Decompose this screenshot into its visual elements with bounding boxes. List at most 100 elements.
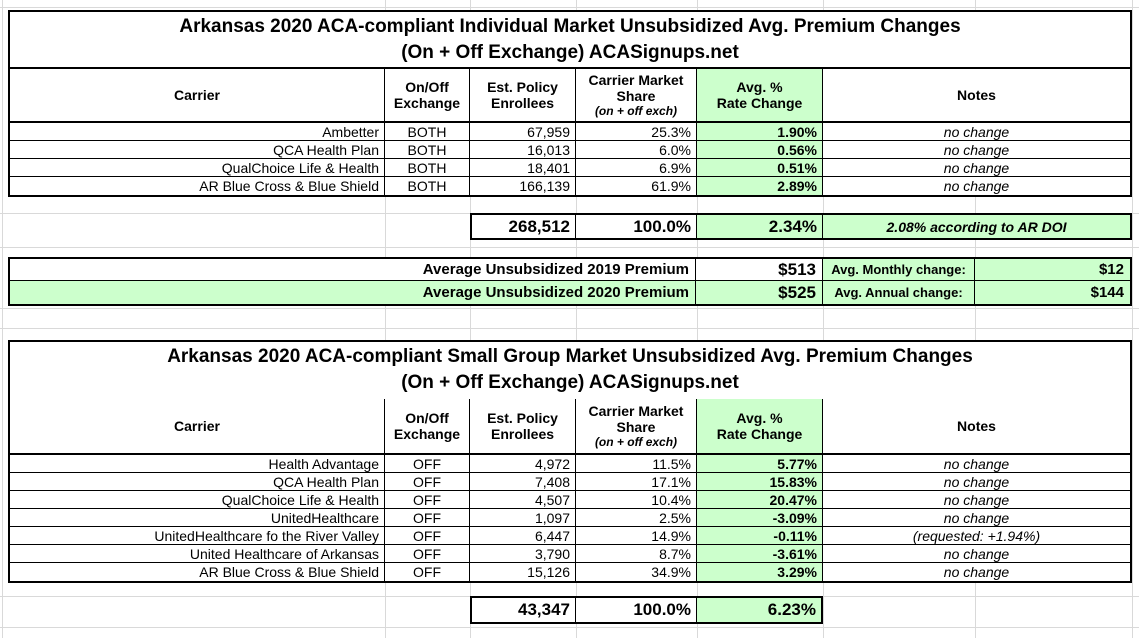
annual-change-label[interactable]: Avg. Annual change: <box>823 281 975 304</box>
header-carrier[interactable]: Carrier <box>10 69 385 121</box>
cell-rate[interactable]: -0.11% <box>697 527 823 544</box>
cell-rate[interactable]: 0.56% <box>697 141 823 158</box>
cell-share[interactable]: 34.9% <box>576 563 697 581</box>
cell-share[interactable]: 8.7% <box>576 545 697 562</box>
cell-enrollees[interactable]: 15,126 <box>470 563 576 581</box>
cell-notes[interactable]: no change <box>943 141 1010 158</box>
cell-exchange[interactable]: BOTH <box>385 141 470 158</box>
avg-2019-label[interactable]: Average Unsubsidized 2019 Premium <box>10 259 696 280</box>
header-exchange[interactable]: On/Off Exchange <box>385 69 470 121</box>
cell-notes[interactable]: no change <box>943 564 1010 580</box>
cell-exchange[interactable]: BOTH <box>385 177 470 195</box>
cell-rate[interactable]: 1.90% <box>697 123 823 140</box>
total-enrollees[interactable]: 268,512 <box>472 215 576 238</box>
avg-2020-value[interactable]: $525 <box>696 281 823 304</box>
cell-enrollees[interactable]: 3,790 <box>470 545 576 562</box>
cell-rate[interactable]: -3.61% <box>697 545 823 562</box>
total-rate[interactable]: 2.34% <box>697 215 823 238</box>
cell-exchange[interactable]: OFF <box>385 473 470 490</box>
cell-carrier[interactable]: UnitedHealthcare <box>10 509 385 526</box>
cell-rate[interactable]: -3.09% <box>697 509 823 526</box>
cell-exchange[interactable]: OFF <box>385 563 470 581</box>
gridline-v <box>385 0 386 638</box>
cell-share[interactable]: 6.9% <box>576 159 697 176</box>
total-rate[interactable]: 6.23% <box>697 598 821 622</box>
cell-notes[interactable]: (requested: +1.94%) <box>912 527 1041 544</box>
cell-enrollees[interactable]: 4,972 <box>470 455 576 472</box>
total-share[interactable]: 100.0% <box>576 598 697 622</box>
cell-share[interactable]: 14.9% <box>576 527 697 544</box>
cell-rate[interactable]: 0.51% <box>697 159 823 176</box>
cell-rate[interactable]: 15.83% <box>697 473 823 490</box>
cell-share[interactable]: 11.5% <box>576 455 697 472</box>
header-notes[interactable]: Notes <box>957 87 996 103</box>
cell-exchange[interactable]: OFF <box>385 509 470 526</box>
monthly-change-label[interactable]: Avg. Monthly change: <box>823 259 975 280</box>
small-group-title[interactable]: Arkansas 2020 ACA-compliant Small Group … <box>10 342 1130 399</box>
cell-carrier[interactable]: UnitedHealthcare fo the River Valley <box>10 527 385 544</box>
cell-rate[interactable]: 5.77% <box>697 455 823 472</box>
cell-enrollees[interactable]: 7,408 <box>470 473 576 490</box>
cell-carrier[interactable]: QCA Health Plan <box>10 473 385 490</box>
cell-notes[interactable]: no change <box>943 178 1010 194</box>
header-enrollees[interactable]: Est. Policy Enrollees <box>470 399 576 453</box>
cell-notes[interactable]: no change <box>943 491 1010 508</box>
cell-exchange[interactable]: BOTH <box>385 123 470 140</box>
cell-share[interactable]: 25.3% <box>576 123 697 140</box>
cell-rate[interactable]: 2.89% <box>697 177 823 195</box>
cell-exchange[interactable]: OFF <box>385 545 470 562</box>
monthly-change-value[interactable]: $12 <box>975 259 1130 280</box>
cell-exchange[interactable]: OFF <box>385 455 470 472</box>
cell-notes[interactable]: no change <box>943 509 1010 526</box>
cell-exchange[interactable]: BOTH <box>385 159 470 176</box>
cell-carrier[interactable]: Health Advantage <box>10 455 385 472</box>
cell-carrier[interactable]: QualChoice Life & Health <box>10 159 385 176</box>
total-enrollees[interactable]: 43,347 <box>472 598 576 622</box>
cell-enrollees[interactable]: 18,401 <box>470 159 576 176</box>
cell-enrollees[interactable]: 166,139 <box>470 177 576 195</box>
cell-notes[interactable]: no change <box>943 473 1010 490</box>
gridline-v <box>975 0 976 638</box>
header-notes[interactable]: Notes <box>957 418 996 434</box>
cell-carrier[interactable]: United Healthcare of Arkansas <box>10 545 385 562</box>
cell-share[interactable]: 17.1% <box>576 473 697 490</box>
header-rate-change[interactable]: Avg. % Rate Change <box>697 69 823 121</box>
header-exchange[interactable]: On/Off Exchange <box>385 399 470 453</box>
cell-exchange[interactable]: OFF <box>385 527 470 544</box>
cell-carrier[interactable]: AR Blue Cross & Blue Shield <box>10 563 385 581</box>
header-carrier[interactable]: Carrier <box>10 399 385 453</box>
individual-market-title[interactable]: Arkansas 2020 ACA-compliant Individual M… <box>10 12 1130 67</box>
cell-enrollees[interactable]: 6,447 <box>470 527 576 544</box>
cell-notes[interactable]: no change <box>943 123 1010 140</box>
total-share[interactable]: 100.0% <box>576 215 697 238</box>
cell-exchange[interactable]: OFF <box>385 491 470 508</box>
header-market-share[interactable]: Carrier Market Share (on + off exch) <box>576 399 697 453</box>
annual-change-value[interactable]: $144 <box>975 281 1130 304</box>
avg-2020-label[interactable]: Average Unsubsidized 2020 Premium <box>10 281 696 304</box>
header-market-share[interactable]: Carrier Market Share (on + off exch) <box>576 69 697 121</box>
cell-carrier[interactable]: QCA Health Plan <box>10 141 385 158</box>
cell-share[interactable]: 61.9% <box>576 177 697 195</box>
cell-notes[interactable]: no change <box>943 545 1010 562</box>
cell-enrollees[interactable]: 4,507 <box>470 491 576 508</box>
cell-notes[interactable]: no change <box>943 159 1010 176</box>
avg-2019-value[interactable]: $513 <box>696 259 823 280</box>
cell-rate[interactable]: 20.47% <box>697 491 823 508</box>
cell-enrollees[interactable]: 16,013 <box>470 141 576 158</box>
individual-table-body: Ambetter BOTH 67,959 25.3% 1.90% no chan… <box>10 123 1130 195</box>
cell-share[interactable]: 6.0% <box>576 141 697 158</box>
cell-enrollees[interactable]: 1,097 <box>470 509 576 526</box>
header-rate-change[interactable]: Avg. % Rate Change <box>697 399 823 453</box>
cell-enrollees[interactable]: 67,959 <box>470 123 576 140</box>
cell-carrier[interactable]: AR Blue Cross & Blue Shield <box>10 177 385 195</box>
gridline-h <box>0 247 1139 248</box>
cell-carrier[interactable]: Ambetter <box>10 123 385 140</box>
header-enrollees[interactable]: Est. Policy Enrollees <box>470 69 576 121</box>
cell-share[interactable]: 10.4% <box>576 491 697 508</box>
cell-share[interactable]: 2.5% <box>576 509 697 526</box>
cell-carrier[interactable]: QualChoice Life & Health <box>10 491 385 508</box>
cell-rate[interactable]: 3.29% <box>697 563 823 581</box>
cell-notes[interactable]: no change <box>943 455 1010 472</box>
small-group-header-row: Carrier On/Off Exchange Est. Policy Enroll… <box>10 399 1130 455</box>
total-note[interactable]: 2.08% according to AR DOI <box>823 215 1130 238</box>
